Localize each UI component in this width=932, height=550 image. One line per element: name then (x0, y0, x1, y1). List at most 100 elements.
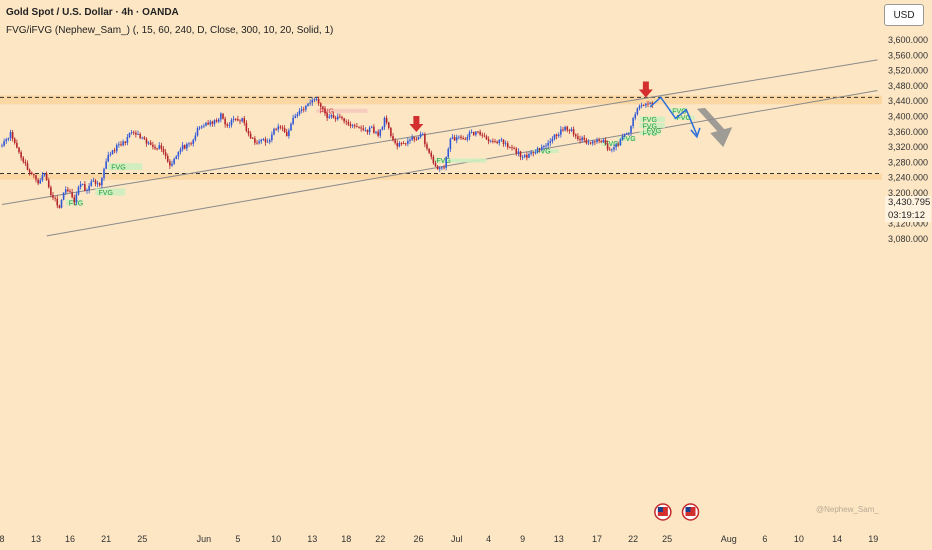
candle (33, 173, 35, 179)
candle (239, 119, 241, 125)
candle (570, 127, 573, 133)
candle (351, 123, 354, 129)
candle (326, 111, 328, 121)
candle-body (458, 136, 460, 138)
candle (513, 146, 515, 150)
candle-body (426, 144, 428, 149)
candle (564, 125, 566, 132)
candle-body (598, 139, 600, 142)
candle-body (606, 143, 609, 150)
candle-body (315, 99, 318, 100)
us-flag-event-icon[interactable] (654, 503, 672, 521)
candle (35, 174, 37, 183)
candle (228, 122, 231, 129)
candle (115, 143, 118, 154)
candle (275, 127, 277, 131)
candle-body (585, 139, 588, 144)
x-tick-label: 9 (520, 534, 525, 544)
candle (630, 125, 632, 137)
indicator-legend[interactable]: FVG/iFVG (Nephew_Sam_) (, 15, 60, 240, D… (6, 25, 334, 36)
candle (375, 130, 377, 135)
candle-body (649, 102, 651, 104)
candle-body (273, 128, 275, 135)
candle-body (230, 119, 233, 126)
candle (181, 141, 184, 152)
candle-body (570, 129, 573, 131)
candle (555, 133, 558, 140)
candle-body (149, 142, 152, 145)
candle (628, 132, 630, 136)
candle-body (101, 178, 103, 186)
x-tick-label: 6 (762, 534, 767, 544)
candle-body (424, 134, 426, 145)
candle-body (360, 127, 362, 129)
candle (58, 204, 61, 209)
candle-body (608, 149, 611, 151)
candle-body (600, 141, 603, 143)
candle (364, 127, 367, 132)
fvg-zone: FVG (316, 108, 368, 115)
fvg-zone: FVG (669, 108, 687, 115)
fvg-box (316, 108, 368, 113)
x-tick-label: 5 (235, 534, 240, 544)
candle (179, 147, 182, 155)
x-tick-label: 18 (341, 534, 351, 544)
candle (443, 165, 445, 170)
fvg-box (108, 163, 143, 171)
candle-body (9, 132, 12, 139)
candle-body (243, 118, 246, 123)
candle-body (362, 128, 365, 131)
candle-body (247, 130, 250, 134)
candle-body (86, 190, 88, 191)
candle (224, 116, 226, 128)
candle-body (268, 140, 271, 142)
candle (177, 151, 180, 160)
candle (528, 152, 530, 159)
candle (606, 140, 609, 152)
us-flag-event-icon[interactable] (681, 503, 700, 521)
candle (118, 141, 120, 148)
candle (81, 183, 84, 186)
candle-body (543, 145, 545, 148)
candle (192, 138, 195, 147)
candle-body (145, 139, 148, 144)
candle-body (217, 119, 220, 122)
candle (530, 150, 532, 156)
candle-body (33, 173, 35, 176)
candle-body (453, 137, 456, 141)
author-watermark: @Nephew_Sam_ (816, 505, 879, 514)
candle-body (504, 143, 507, 145)
candle-body (387, 122, 390, 128)
candle-body (135, 132, 137, 135)
candle (381, 126, 384, 131)
candle (311, 97, 314, 107)
candle-body (128, 133, 131, 138)
candle-body (324, 108, 326, 114)
candle (551, 136, 554, 144)
candle (621, 133, 624, 141)
candle-body (266, 141, 269, 143)
candle-body (642, 104, 645, 106)
candle (220, 112, 222, 123)
fvg-box (639, 116, 665, 122)
candle-body (341, 116, 343, 119)
candle (421, 132, 424, 136)
candle-body (519, 151, 522, 157)
candle-body (239, 120, 241, 122)
candle (217, 117, 220, 124)
candle-body (521, 156, 524, 158)
candle-body (228, 125, 231, 126)
candle (101, 176, 103, 189)
candle-body (547, 142, 549, 146)
candle (645, 102, 647, 108)
candle (5, 137, 8, 144)
currency-button[interactable]: USD (884, 4, 924, 26)
candle-body (98, 183, 101, 186)
candle-body (351, 125, 354, 127)
red-down-arrow-icon (638, 81, 653, 98)
candle-body (370, 126, 373, 128)
candle-body (438, 168, 441, 170)
candle-body (234, 118, 237, 120)
